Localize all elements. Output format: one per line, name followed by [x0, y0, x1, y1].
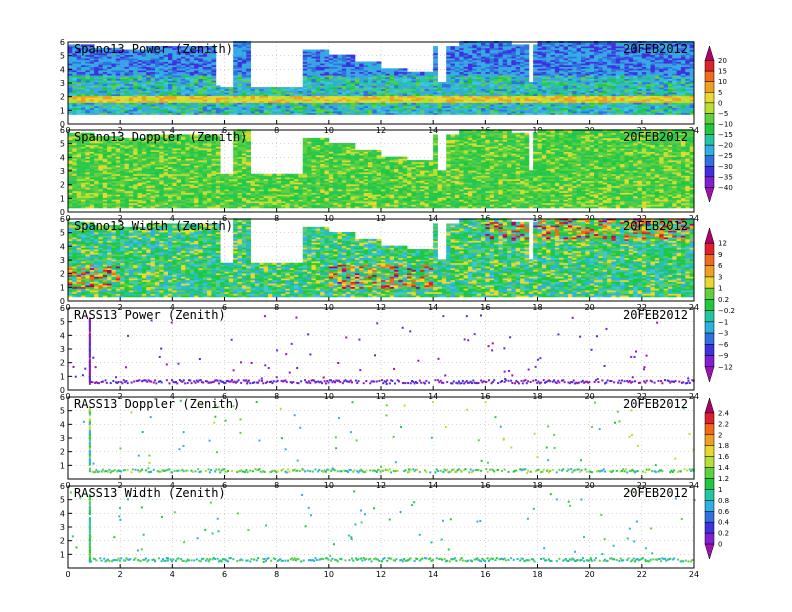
heatmap-cell — [328, 54, 334, 57]
heatmap-cell — [263, 87, 269, 90]
heatmap-cell — [254, 87, 260, 90]
heatmap-cell — [407, 71, 412, 74]
heatmap-cell — [533, 44, 538, 47]
heatmap-cell — [420, 71, 425, 74]
heatmap-cell — [267, 87, 273, 90]
heatmap-cell — [446, 46, 451, 49]
heatmap-cell — [220, 87, 225, 90]
heatmap-cell — [428, 71, 434, 74]
heatmap-cell — [367, 61, 373, 64]
heatmap-cell — [333, 54, 338, 57]
heatmap-cell — [376, 61, 382, 64]
panels-group: 0246810121416182022240123456Spano13 Powe… — [60, 38, 699, 579]
heatmap-cell — [341, 54, 347, 57]
heatmap-cell — [324, 49, 330, 52]
heatmap-cell — [359, 61, 365, 64]
heatmap-cell — [398, 68, 404, 71]
heatmap-cell — [68, 44, 73, 47]
heatmap-cell — [315, 49, 321, 52]
heatmap-cell — [424, 71, 430, 74]
heatmap-cell — [528, 81, 534, 85]
heatmap-cell — [372, 61, 378, 64]
heatmap-cell — [215, 85, 221, 88]
heatmap-cell — [454, 46, 460, 49]
heatmap-cell — [228, 87, 234, 90]
heatmap-cell — [350, 54, 356, 57]
heatmap-cell — [381, 68, 386, 71]
heatmap-cell — [515, 44, 521, 47]
heatmap-cell — [520, 44, 525, 47]
heatmap-cell — [411, 71, 417, 74]
heatmap-cell — [276, 87, 282, 90]
heatmap-cell — [433, 46, 438, 49]
heatmap-cell — [363, 61, 369, 64]
heatmap-cell — [337, 54, 343, 57]
heatmap-cell — [389, 68, 395, 71]
heatmap-cell — [285, 87, 291, 90]
heatmap-cell — [224, 87, 230, 90]
heatmap-cell — [415, 71, 421, 74]
heatmap-cell — [450, 46, 456, 49]
heatmap-cell — [354, 61, 360, 64]
heatmap-cell — [259, 87, 265, 90]
heatmap-cell — [311, 49, 317, 52]
heatmap-cell — [402, 68, 408, 71]
heatmap-cell — [511, 44, 517, 47]
heatmap-cell — [524, 44, 530, 47]
heatmap-cell — [298, 87, 304, 90]
heatmap-cell — [272, 87, 278, 90]
heatmap-cell — [385, 68, 391, 71]
heatmap-cell — [394, 68, 399, 71]
heatmap-cell — [320, 49, 325, 52]
heatmap-cell — [289, 87, 295, 90]
heatmap-cell — [302, 49, 308, 52]
heatmap-cell — [346, 54, 351, 57]
panel-1: 0246810121416182022240123456Spano13 Powe… — [60, 38, 699, 135]
heatmap-cell — [250, 87, 256, 90]
heatmap-cell — [281, 87, 286, 90]
heatmap-cell — [437, 81, 443, 85]
heatmap-cell — [441, 81, 447, 85]
heatmap-cell — [294, 87, 299, 90]
heatmap-cell — [307, 49, 312, 52]
